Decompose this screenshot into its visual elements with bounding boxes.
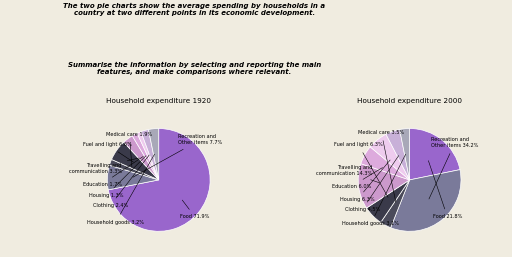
Text: Fuel and light 6.3%: Fuel and light 6.3%	[334, 142, 388, 197]
Wedge shape	[361, 147, 410, 180]
Text: Recreation and
Other items 34.2%: Recreation and Other items 34.2%	[429, 137, 479, 199]
Wedge shape	[137, 132, 159, 180]
Text: Housing 6.3%: Housing 6.3%	[340, 160, 390, 202]
Wedge shape	[112, 142, 159, 180]
Wedge shape	[110, 160, 159, 180]
Title: Household expenditure 1920: Household expenditure 1920	[106, 98, 211, 104]
Wedge shape	[410, 128, 460, 180]
Text: Household goods 3.2%: Household goods 3.2%	[88, 154, 155, 225]
Text: Travelling and
communication 3.3%: Travelling and communication 3.3%	[69, 158, 139, 174]
Text: Housing 1.3%: Housing 1.3%	[89, 156, 146, 198]
Text: Medical care 3.5%: Medical care 3.5%	[358, 130, 404, 202]
Wedge shape	[386, 130, 410, 180]
Wedge shape	[108, 165, 159, 190]
Wedge shape	[367, 180, 410, 222]
Text: Recreation and
Other items 7.7%: Recreation and Other items 7.7%	[133, 134, 223, 177]
Text: Medical care 1.9%: Medical care 1.9%	[106, 132, 153, 168]
Wedge shape	[358, 164, 410, 208]
Text: Summarise the information by selecting and reporting the main
features, and make: Summarise the information by selecting a…	[68, 62, 321, 75]
Wedge shape	[132, 133, 159, 180]
Text: Clothing 2.4%: Clothing 2.4%	[93, 155, 150, 208]
Text: Food 21.8%: Food 21.8%	[429, 161, 462, 219]
Text: Education 6.0%: Education 6.0%	[332, 168, 382, 189]
Wedge shape	[400, 128, 410, 180]
Wedge shape	[148, 128, 159, 180]
Text: The two pie charts show the average spending by households in a
country at two d: The two pie charts show the average spen…	[63, 3, 326, 16]
Text: Food 71.9%: Food 71.9%	[180, 200, 210, 219]
Wedge shape	[370, 134, 410, 180]
Wedge shape	[141, 130, 159, 180]
Wedge shape	[109, 128, 210, 231]
Wedge shape	[124, 136, 159, 180]
Text: Household goods 3.1%: Household goods 3.1%	[343, 154, 406, 226]
Text: Fuel and light 6.6%: Fuel and light 6.6%	[83, 142, 133, 162]
Wedge shape	[381, 180, 410, 228]
Text: Travelling and
communication 14.3%: Travelling and communication 14.3%	[316, 165, 379, 183]
Title: Household expenditure 2000: Household expenditure 2000	[357, 98, 462, 104]
Wedge shape	[391, 170, 461, 231]
Text: Education 1.7%: Education 1.7%	[82, 157, 143, 187]
Text: Clothing 4.5%: Clothing 4.5%	[345, 155, 399, 212]
